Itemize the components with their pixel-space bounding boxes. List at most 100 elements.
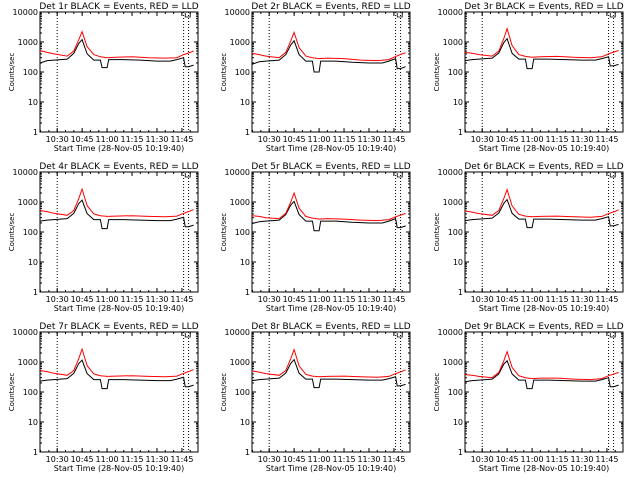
events-series-line [464,359,619,390]
state-indicator [396,13,403,18]
events-series-line [464,198,619,229]
y-tick-label: 10000 [13,328,38,337]
x-tick-label: 11:45 [170,295,193,304]
chart-title: Det 3r BLACK = Events, RED = LLD [464,2,623,12]
state-indicator [609,173,616,178]
y-tick-label: 10 [28,98,38,107]
chart-title: Det 9r BLACK = Events, RED = LLD [464,322,623,332]
lld-series-line [464,350,619,381]
x-tick-label: 11:45 [382,455,405,464]
y-axis-label: Counts/sec [433,53,441,92]
plot-frame [39,171,199,293]
x-tick-label: 11:30 [145,455,168,464]
chart-panel-2: Det 2r BLACK = Events, RED = LLD 1 10 100 10… [220,2,411,153]
plot-frame [464,331,624,453]
x-tick-label: 10:30 [471,455,494,464]
chart-title: Det 1r BLACK = Events, RED = LLD [39,2,198,12]
x-tick-label: 11:15 [120,455,143,464]
x-axis-label: Start Time (28-Nov-05 10:19:40) [54,144,184,153]
chart-title: Det 5r BLACK = Events, RED = LLD [251,162,410,172]
x-tick-label: 10:45 [496,295,519,304]
x-tick-label: 11:15 [120,295,143,304]
state-indicator [184,13,191,18]
y-tick-label: 10000 [13,168,38,177]
x-axis-label: Start Time (28-Nov-05 10:19:40) [54,304,184,313]
state-indicator [609,13,616,18]
x-tick-label: 11:45 [170,455,193,464]
y-tick-label: 10 [240,98,250,107]
y-axis-label: Counts/sec [220,213,228,252]
y-tick-label: 100 [448,68,463,77]
y-axis-label: Counts/sec [433,213,441,252]
x-tick-label: 10:45 [71,135,94,144]
y-tick-label: 1 [245,128,250,137]
y-tick-label: 1000 [18,38,38,47]
x-axis-label: Start Time (28-Nov-05 10:19:40) [266,144,396,153]
y-tick-label: 10000 [438,328,463,337]
x-tick-label: 10:45 [71,295,94,304]
chart-title: Det 6r BLACK = Events, RED = LLD [464,162,623,172]
y-tick-label: 1 [458,448,463,457]
x-tick-label: 10:45 [496,455,519,464]
y-tick-label: 100 [448,228,463,237]
chart-title: Det 8r BLACK = Events, RED = LLD [251,322,410,332]
y-tick-label: 1000 [18,198,38,207]
plot-frame [251,171,411,293]
x-tick-label: 11:45 [595,455,618,464]
y-tick-label: 100 [235,228,250,237]
x-tick-label: 10:30 [258,295,281,304]
y-tick-label: 1000 [443,38,463,47]
chart-panel-4: Det 4r BLACK = Events, RED = LLD 1 10 100 10… [8,162,199,313]
lld-series-line [39,187,194,218]
y-axis-label: Counts/sec [8,213,16,252]
chart-panel-3: Det 3r BLACK = Events, RED = LLD 1 10 100 10… [433,2,624,153]
state-indicator [609,333,616,338]
events-series-line [39,38,194,69]
x-tick-label: 11:00 [96,135,119,144]
lld-series-line [39,30,194,59]
y-tick-label: 10 [453,98,463,107]
x-tick-label: 11:15 [332,135,355,144]
x-tick-label: 11:00 [308,455,331,464]
x-tick-label: 11:30 [145,295,168,304]
x-tick-label: 11:45 [382,135,405,144]
chart-title: Det 2r BLACK = Events, RED = LLD [251,2,410,12]
x-axis-label: Start Time (28-Nov-05 10:19:40) [54,464,184,473]
y-axis-label: Counts/sec [220,53,228,92]
x-tick-label: 10:30 [46,295,69,304]
x-tick-label: 11:15 [120,135,143,144]
y-tick-label: 10000 [225,328,250,337]
chart-panel-1: Det 1r BLACK = Events, RED = LLD 1 10 100 10… [8,2,199,153]
x-axis-label: Start Time (28-Nov-05 10:19:40) [479,304,609,313]
x-axis-label: Start Time (28-Nov-05 10:19:40) [479,464,609,473]
chart-panel-8: Det 8r BLACK = Events, RED = LLD 1 10 100 10… [220,322,411,473]
x-tick-label: 10:30 [46,455,69,464]
x-tick-label: 10:45 [496,135,519,144]
lld-series-line [464,188,619,218]
y-tick-label: 1 [458,128,463,137]
x-tick-label: 11:45 [595,135,618,144]
y-tick-label: 100 [235,68,250,77]
x-tick-label: 10:30 [46,135,69,144]
y-tick-label: 10 [453,258,463,267]
plot-frame [39,331,199,453]
x-tick-label: 11:15 [545,455,568,464]
y-tick-label: 100 [23,388,38,397]
x-tick-label: 11:00 [96,295,119,304]
chart-panel-5: Det 5r BLACK = Events, RED = LLD 1 10 100 10… [220,162,411,313]
chart-panel-7: Det 7r BLACK = Events, RED = LLD 1 10 100 10… [8,322,199,473]
state-indicator [396,333,403,338]
x-axis-label: Start Time (28-Nov-05 10:19:40) [266,304,396,313]
x-tick-label: 10:30 [471,295,494,304]
y-tick-label: 10 [240,418,250,427]
y-tick-label: 100 [23,228,38,237]
lld-series-line [251,348,406,378]
state-indicator [184,333,191,338]
y-tick-label: 1 [33,288,38,297]
y-tick-label: 1000 [230,38,250,47]
x-tick-label: 11:00 [521,135,544,144]
chart-title: Det 7r BLACK = Events, RED = LLD [39,322,198,332]
x-tick-label: 11:15 [332,295,355,304]
x-tick-label: 11:30 [570,295,593,304]
chart-panel-6: Det 6r BLACK = Events, RED = LLD 1 10 100 10… [433,162,624,313]
